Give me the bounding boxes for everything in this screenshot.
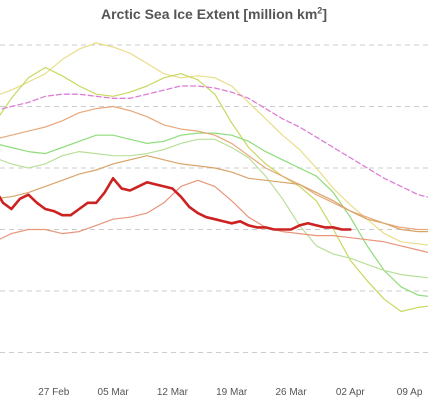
gridlines — [0, 44, 428, 353]
series-line-1 — [0, 42, 428, 246]
chart-title: Arctic Sea Ice Extent [million km2] — [0, 6, 428, 22]
x-tick-label: 05 Mar — [98, 387, 130, 398]
x-tick-label: 19 Mar — [216, 387, 248, 398]
x-tick-label: 09 Ap — [397, 387, 423, 398]
series-line-5 — [0, 105, 428, 231]
series-line-4 — [0, 138, 428, 279]
x-tick-label: 27 Feb — [38, 387, 70, 398]
series-line-6 — [0, 155, 428, 233]
series-line-7 — [0, 179, 428, 254]
chart-title-main: Arctic Sea Ice Extent [million km — [101, 6, 318, 22]
series-line-3 — [0, 132, 428, 297]
x-tick-label: 26 Mar — [275, 387, 307, 398]
series-line-8 — [0, 85, 428, 198]
x-tick-label: 12 Mar — [157, 387, 189, 398]
x-tick-label: 02 Apr — [336, 387, 366, 398]
chart-title-suffix: ] — [322, 6, 327, 22]
series-lines — [0, 42, 428, 313]
series-line-2 — [0, 66, 428, 313]
series-line-9 — [0, 177, 352, 231]
chart-title-superscript: 2 — [317, 5, 323, 16]
